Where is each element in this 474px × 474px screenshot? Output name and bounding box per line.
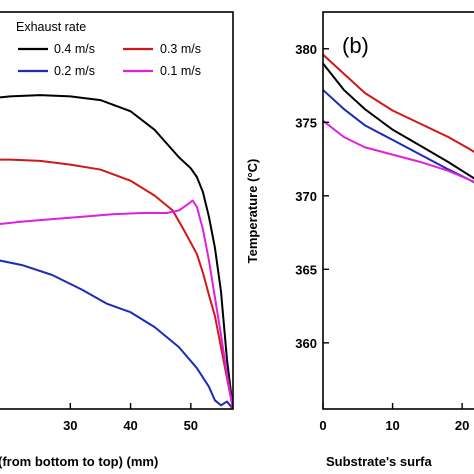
panel-a-series-line-2 — [0, 259, 233, 409]
panel-b-y-tick-label: 380 — [295, 42, 317, 57]
legend: Exhaust rate 0.4 m/s 0.3 m/s 0.2 m/s 0.1… — [16, 20, 201, 78]
panel-b-series-layer — [323, 53, 474, 184]
panel-b-x-axis-label: Substrate's surfa — [326, 454, 432, 469]
legend-title: Exhaust rate — [16, 20, 86, 34]
legend-label-2: 0.2 m/s — [54, 64, 95, 78]
panel-a-x-axis-label: (from bottom to top) (mm) — [0, 454, 158, 469]
panel-a-frame — [0, 11, 234, 410]
panel-b: 0 10 20 360 365 370 375 380 (b) Temperature (°C… — [245, 11, 474, 469]
legend-label-1: 0.3 m/s — [160, 42, 201, 56]
legend-label-3: 0.1 m/s — [160, 64, 201, 78]
panel-a-x-tick-label: 40 — [123, 418, 137, 433]
legend-entry-0: 0.4 m/s — [18, 42, 95, 56]
panel-a-x-tick-label: 50 — [184, 418, 198, 433]
panel-a: 30 40 50 (from bottom to top) (mm) Exhaust… — [0, 11, 234, 469]
panel-b-plot-area: 0 10 20 360 365 370 375 380 — [295, 11, 474, 433]
panel-b-series-line-0 — [323, 53, 474, 154]
panel-b-series-line-1 — [323, 62, 474, 180]
panel-b-y-tick-label: 370 — [295, 189, 317, 204]
panel-b-y-tick-label: 375 — [295, 115, 317, 130]
panel-b-ticks: 0 10 20 360 365 370 375 380 — [295, 42, 469, 433]
panel-b-frame — [322, 11, 474, 410]
legend-label-0: 0.4 m/s — [54, 42, 95, 56]
panel-b-series-line-3 — [323, 119, 474, 183]
legend-entry-1: 0.3 m/s — [123, 42, 201, 56]
panel-a-series-layer — [0, 94, 233, 409]
panel-a-series-line-0 — [0, 94, 233, 409]
panel-b-y-axis-label: Temperature (°C) — [245, 159, 260, 264]
panel-b-label: (b) — [342, 33, 369, 58]
panel-b-x-tick-label: 0 — [319, 418, 326, 433]
panel-b-y-tick-label: 365 — [295, 262, 317, 277]
panel-b-x-tick-label: 20 — [455, 418, 469, 433]
panel-b-y-tick-label: 360 — [295, 336, 317, 351]
legend-entry-3: 0.1 m/s — [123, 64, 201, 78]
panel-b-x-tick-label: 10 — [385, 418, 399, 433]
legend-entry-2: 0.2 m/s — [18, 64, 95, 78]
panel-a-series-line-1 — [0, 158, 233, 409]
panel-a-plot-area: 30 40 50 — [0, 11, 234, 433]
panel-a-ticks: 30 40 50 — [63, 403, 198, 433]
panel-a-series-line-3 — [0, 199, 233, 409]
panel-a-x-tick-label: 30 — [63, 418, 77, 433]
